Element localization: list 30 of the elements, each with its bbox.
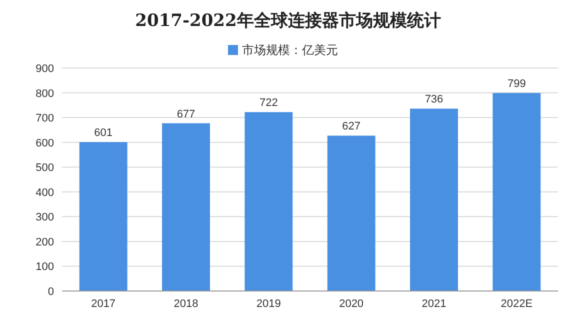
bar (244, 112, 293, 291)
bar (79, 142, 128, 291)
data-label: 736 (424, 94, 444, 106)
y-tick-label: 300 (36, 212, 54, 224)
chart-title: 2017-2022年全球连接器市场规模统计 (135, 11, 441, 31)
data-label: 677 (176, 108, 196, 120)
bar (327, 136, 376, 291)
y-tick-label: 500 (36, 162, 54, 174)
x-tick-label: 2019 (256, 298, 281, 310)
y-tick-label: 400 (36, 186, 54, 199)
x-tick-label: 2018 (174, 298, 198, 310)
y-tick-label: 800 (36, 88, 54, 100)
x-tick-label: 2022E (500, 298, 533, 310)
x-tick-label: 2020 (339, 298, 364, 310)
data-label: 722 (259, 97, 278, 110)
bar (492, 93, 541, 291)
legend-label: 市场规模：亿美元 (242, 43, 338, 57)
data-label: 799 (507, 78, 526, 90)
y-tick-label: 900 (36, 63, 54, 75)
y-tick-label: 700 (36, 112, 54, 125)
y-tick-label: 200 (36, 236, 54, 248)
bar (410, 108, 458, 291)
data-label: 627 (342, 120, 361, 133)
bar (162, 123, 210, 291)
data-label: 601 (94, 127, 113, 140)
y-tick-label: 100 (36, 261, 54, 274)
y-tick-label: 600 (36, 137, 54, 150)
x-tick-label: 2021 (422, 298, 446, 310)
x-tick-label: 2017 (91, 298, 116, 310)
y-tick-label: 0 (48, 286, 54, 298)
